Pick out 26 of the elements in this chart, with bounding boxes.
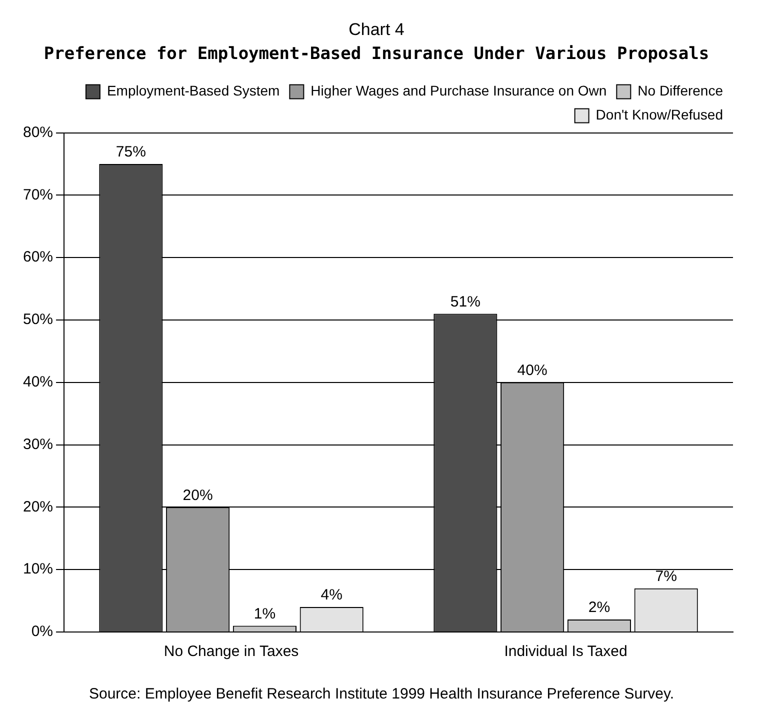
data-label: 51% — [450, 293, 480, 310]
legend-label: Don't Know/Refused — [596, 106, 724, 123]
y-tick-label: 20% — [22, 498, 54, 516]
x-tick-label: No Change in Taxes — [164, 643, 299, 660]
y-tick-label: 0% — [31, 623, 54, 640]
y-tick-label: 10% — [22, 560, 54, 578]
chart-title: Chart 4 — [348, 20, 404, 39]
data-label: 7% — [655, 568, 677, 585]
legend-label: Higher Wages and Purchase Insurance on Own — [310, 82, 607, 99]
y-tick-label: 30% — [22, 436, 54, 453]
y-tick-label: 50% — [22, 311, 54, 328]
y-tick-label: 70% — [22, 186, 54, 204]
data-label: 2% — [588, 599, 610, 616]
legend-label: Employment-Based System — [106, 82, 280, 99]
data-label: 75% — [116, 144, 146, 161]
chart-subtitle: Preference for Employment-Based Insurance Under Various Proposals — [44, 44, 710, 64]
source-note: Source: Employee Benefit Research Institute 1999 Health Insurance Preference Survey. — [88, 686, 674, 703]
data-label: 4% — [320, 586, 342, 604]
data-label: 1% — [254, 605, 276, 622]
y-tick-label: 80% — [22, 124, 54, 141]
data-label: 40% — [517, 362, 548, 380]
y-tick-label: 40% — [22, 374, 54, 391]
data-label: 20% — [182, 486, 213, 504]
y-tick-label: 60% — [22, 248, 54, 266]
legend-label: No Difference — [638, 82, 724, 99]
x-tick-label: Individual Is Taxed — [504, 643, 628, 660]
